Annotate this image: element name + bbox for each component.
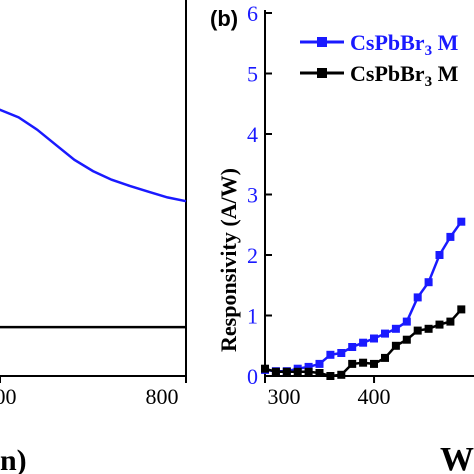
panel-b-series-2-point (293, 367, 302, 376)
panel-b-series-1-point (402, 317, 411, 326)
panel-b-series-1-point (457, 217, 466, 226)
panel-b-series-1-point (381, 329, 389, 338)
panel-b-label: (b) (210, 6, 238, 31)
panel-b-series-1-point (391, 324, 400, 333)
panel-b-series-1-point (435, 251, 444, 259)
panel-b-series-2-point (381, 353, 389, 362)
legend-1-marker (317, 37, 327, 47)
panel-b-series-group (261, 217, 466, 380)
legend-2-label: CsPbBr3 M (350, 61, 459, 90)
panel-a-series-1-line (0, 108, 187, 203)
legend-1-label: CsPbBr3 M (350, 30, 459, 59)
panel-b-series-2-point (359, 358, 368, 367)
panel-b-series-1-point (348, 343, 357, 351)
panel-a-series-group (0, 108, 187, 329)
panel-b-xtick-label: 300 (268, 384, 301, 409)
panel-b-series-1-point (337, 349, 346, 357)
panel-b-series-2-point (391, 341, 400, 350)
panel-b-series-2-point (282, 367, 291, 376)
panel-b-series-2-point (435, 320, 444, 329)
panel-b-series-2-point (271, 367, 280, 376)
panel-b-xtick-label: 400 (358, 384, 391, 409)
panel-b-series-2-point (315, 369, 324, 377)
panel-b-series-1-point (315, 359, 324, 368)
legend-entry-1: CsPbBr3 M (300, 30, 459, 59)
panel-b-series-2-point (413, 326, 422, 335)
panel-b-ytick-label: 5 (247, 62, 258, 87)
panel-b-series-2-point (424, 324, 433, 333)
panel-b-ytick-label: 2 (247, 243, 258, 268)
panel-b-series-1-point (413, 293, 422, 302)
panel-b-series-1-point (359, 338, 368, 347)
panel-a: 700 800 n) (0, 0, 187, 474)
panel-b-series-1-line (264, 220, 463, 373)
panel-b-series-1-point (446, 232, 455, 241)
legend-entry-2: CsPbBr3 M (300, 61, 459, 90)
panel-b-series-2-point (261, 364, 269, 373)
panel-a-xtick-label: 700 (0, 384, 17, 409)
panel-b-ytick-label: 4 (247, 122, 258, 147)
panel-b-series-2-point (304, 367, 313, 376)
panel-b-series-1-point (424, 278, 433, 287)
panel-a-tick-group: 700 800 (0, 376, 187, 409)
panel-b-series-1-point (326, 350, 335, 359)
panel-b-series-1-point (304, 362, 313, 371)
legend-2-marker (317, 68, 327, 78)
panel-b-series-2-point (326, 372, 335, 380)
panel-b-ytick-label: 6 (247, 1, 258, 26)
panel-b-series-1-point (370, 334, 378, 343)
panel-b-series-2-point (348, 359, 357, 368)
panel-b: (b) Responsivity (A/W) 0 1 2 3 4 5 6 300 400 CsP… (210, 1, 474, 474)
panel-b-ylabel: Responsivity (A/W) (216, 168, 241, 352)
panel-b-tick-group: 0 1 2 3 4 5 6 300 400 (247, 1, 391, 409)
panel-b-series-2-point (337, 370, 346, 379)
panel-b-series-2-point (370, 359, 378, 368)
panel-a-xtick-label: 800 (146, 384, 179, 409)
panel-b-series-2-point (446, 317, 455, 326)
panel-b-series-2-point (402, 335, 411, 344)
panel-a-xlabel-fragment: n) (0, 444, 27, 474)
panel-b-legend: CsPbBr3 M CsPbBr3 M (300, 30, 459, 90)
panel-b-ytick-label: 0 (247, 364, 258, 389)
panel-b-xlabel-fragment: W (440, 441, 474, 474)
panel-b-ytick-label: 1 (247, 304, 258, 329)
panel-b-ytick-label: 3 (247, 183, 258, 208)
panel-b-series-2-point (457, 305, 466, 314)
